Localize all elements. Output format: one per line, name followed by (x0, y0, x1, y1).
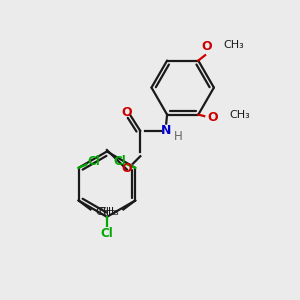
Text: Cl: Cl (100, 227, 113, 240)
Text: CH₃: CH₃ (230, 110, 250, 120)
Text: O: O (201, 40, 212, 53)
Text: O: O (121, 106, 132, 119)
Text: H: H (174, 130, 182, 143)
Text: CH₃: CH₃ (98, 207, 119, 217)
Text: N: N (160, 124, 171, 137)
Text: CH₃: CH₃ (95, 207, 116, 217)
Text: Cl: Cl (88, 155, 100, 168)
Text: O: O (122, 162, 132, 175)
Text: O: O (208, 111, 218, 124)
Text: Cl: Cl (113, 155, 126, 168)
Text: CH₃: CH₃ (223, 40, 244, 50)
